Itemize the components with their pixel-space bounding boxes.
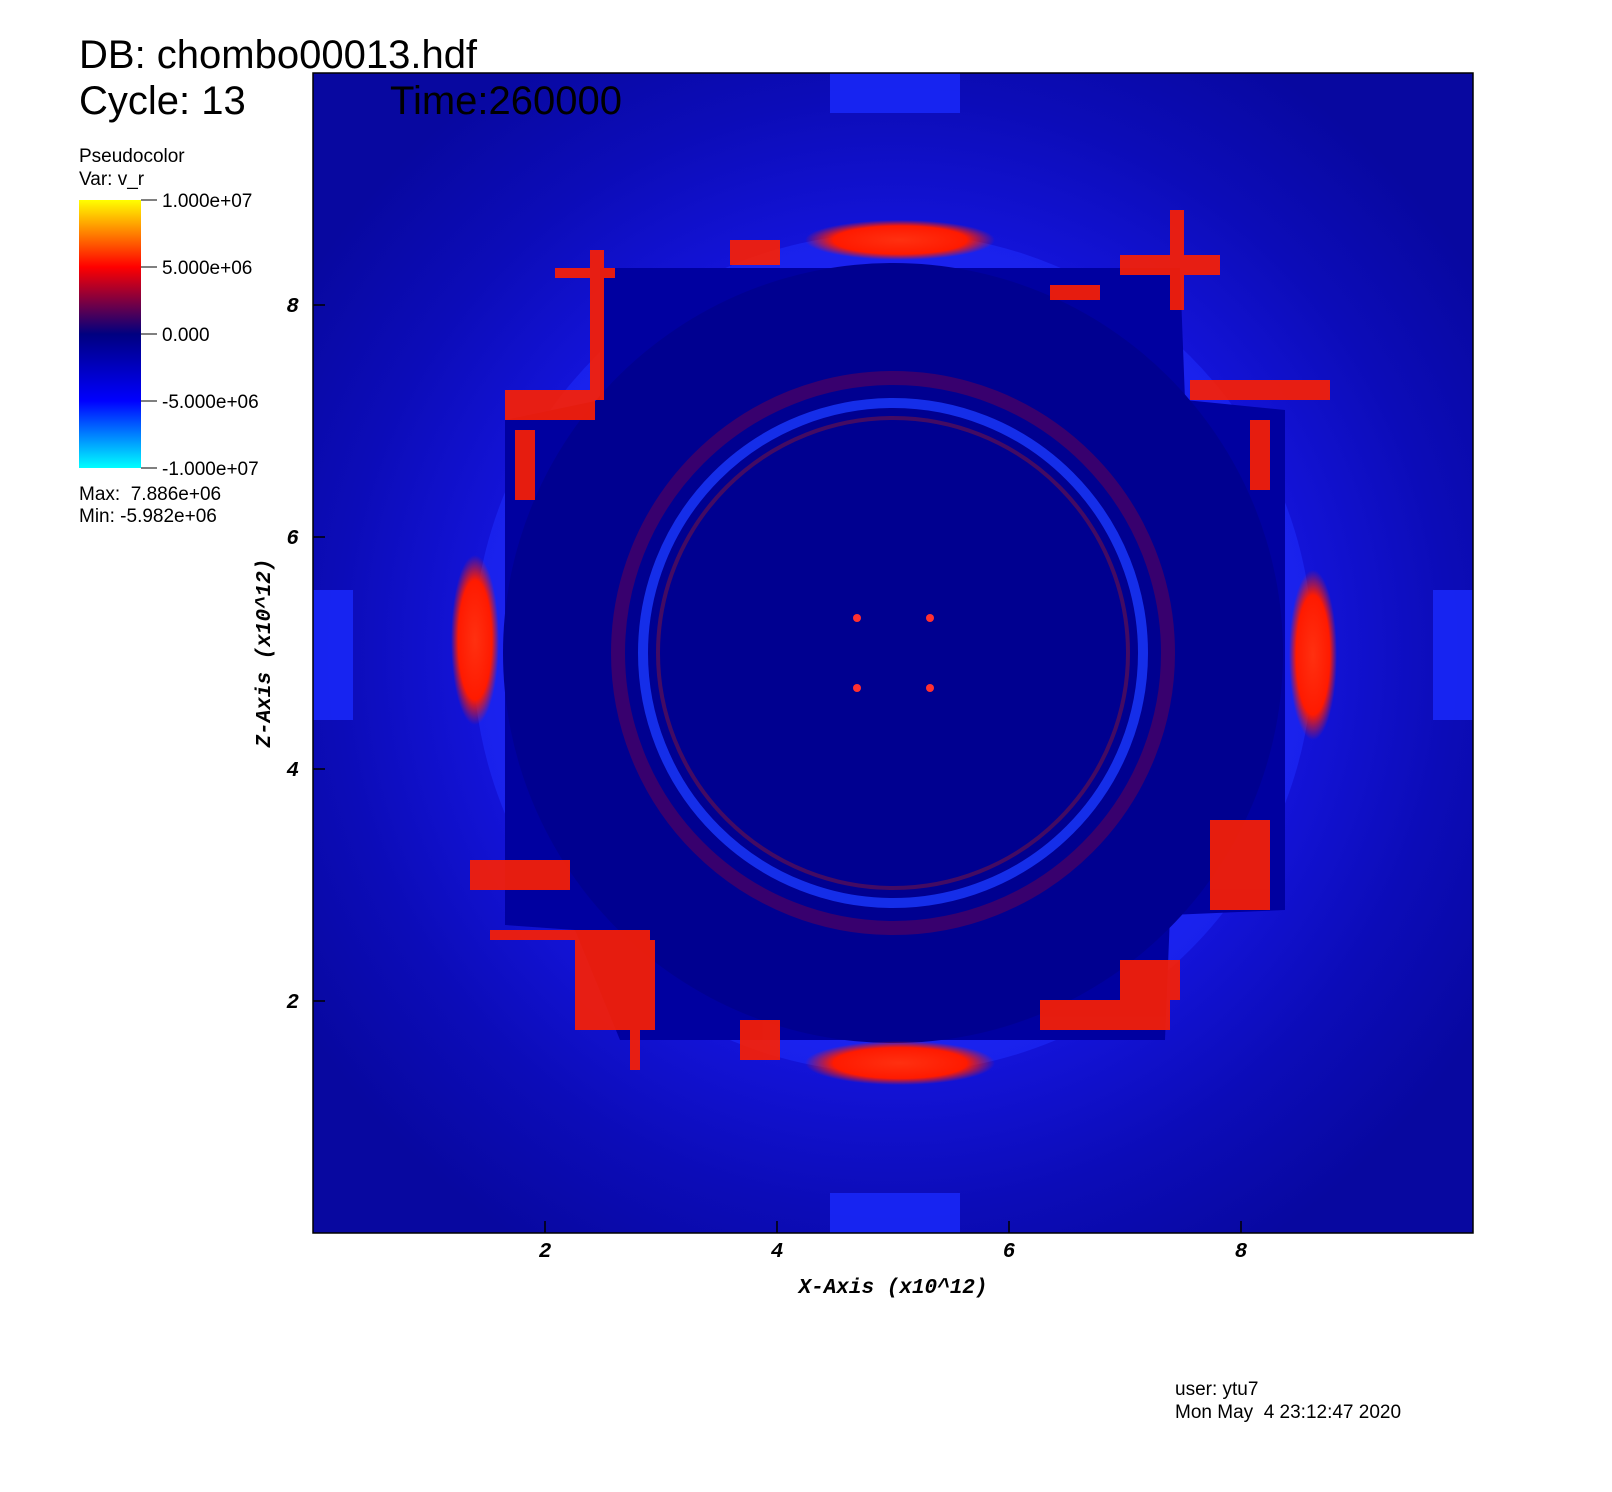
x-tick-label: 8 xyxy=(1235,1241,1248,1264)
legend-min: Min: -5.982e+06 xyxy=(79,506,217,527)
colorbar-tick-label: 5.000e+06 xyxy=(162,258,252,279)
user: user: ytu7 xyxy=(1175,1379,1258,1400)
y-tick-label: 6 xyxy=(286,528,299,551)
colorbar-tick-label: -5.000e+06 xyxy=(162,392,259,413)
y-tick-label: 8 xyxy=(286,296,299,319)
y-tick-label: 2 xyxy=(286,992,299,1015)
date: Mon May 4 23:12:47 2020 xyxy=(1175,1402,1401,1423)
title: DB: chombo00013.hdf xyxy=(79,33,478,77)
x-tick-label: 4 xyxy=(771,1241,784,1264)
legend-max: Max: 7.886e+06 xyxy=(79,484,221,505)
plot-frame xyxy=(312,72,1474,1234)
legend-var: Var: v_r xyxy=(79,169,145,190)
cycle: Cycle: 13 xyxy=(79,79,246,123)
colorbar-tick-label: 1.000e+07 xyxy=(162,191,252,212)
colorbar xyxy=(79,200,141,468)
x-axis-label: X-Axis (x10^12) xyxy=(796,1277,987,1300)
colorbar-tick-label: 0.000 xyxy=(162,325,210,346)
legend-plot: Pseudocolor xyxy=(79,146,185,167)
colorbar-tick-label: -1.000e+07 xyxy=(162,459,259,480)
y-tick-label: 4 xyxy=(286,760,299,783)
x-tick-label: 6 xyxy=(1003,1241,1016,1264)
x-tick-label: 2 xyxy=(539,1241,552,1264)
field xyxy=(313,73,1473,1233)
time: Time:260000 xyxy=(390,79,622,123)
y-axis-label: Z-Axis (x10^12) xyxy=(254,558,277,748)
